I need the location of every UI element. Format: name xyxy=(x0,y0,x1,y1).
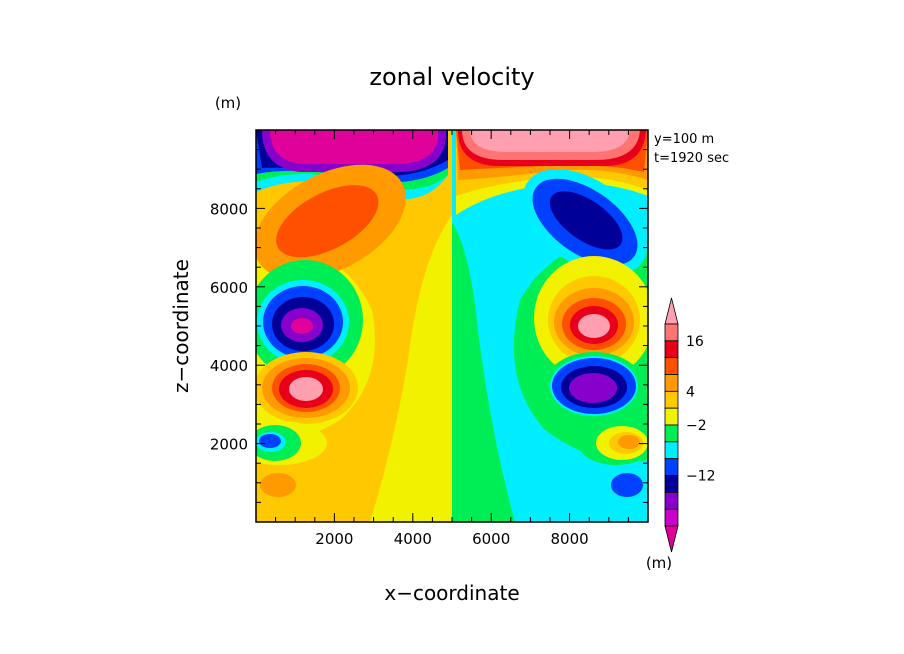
colorbar-top-triangle xyxy=(664,297,679,325)
colorbar-swatch xyxy=(664,441,679,460)
middle-right-cell xyxy=(534,256,648,380)
colorbar-swatch xyxy=(664,407,679,426)
chart-title: zonal velocity xyxy=(369,63,534,91)
colorbar-label: −12 xyxy=(686,469,716,485)
axis-ticks: 2000 4000 6000 8000 2000 4000 6000 8000 xyxy=(210,130,648,548)
colorbar-bottom-triangle xyxy=(664,525,679,553)
top-right-jet xyxy=(456,130,648,215)
left-center-band xyxy=(370,215,452,522)
lower-left-cell xyxy=(256,352,358,424)
y-tick-label: 4000 xyxy=(210,357,248,375)
colorbar: 16 4 −2 −12 xyxy=(664,297,716,553)
colorbar-swatch xyxy=(664,390,679,409)
colorbar-swatch xyxy=(664,508,679,527)
colorbar-swatch xyxy=(664,475,679,493)
x-tick-label: 8000 xyxy=(551,530,589,548)
y-tick-label: 2000 xyxy=(210,436,248,454)
colorbar-unit-label: (m) xyxy=(646,554,672,572)
bottom-left-orange-spot xyxy=(260,473,296,497)
y-unit-label: (m) xyxy=(215,94,241,112)
upper-right-cell xyxy=(522,169,648,275)
y-tick-label: 6000 xyxy=(210,279,248,297)
contour-field xyxy=(256,130,648,522)
middle-left-cell xyxy=(256,260,363,380)
y-axis-label: z−coordinate xyxy=(169,259,193,393)
colorbar-swatch xyxy=(664,340,679,359)
colorbar-swatch xyxy=(664,357,679,375)
colorbar-label: −2 xyxy=(686,418,707,434)
colorbar-swatch xyxy=(664,424,679,443)
right-center-band xyxy=(452,222,515,522)
upper-left-cell xyxy=(256,164,406,280)
lower-right-cell xyxy=(544,352,644,420)
colorbar-label: 4 xyxy=(686,384,695,400)
bottom-left-blue-cell xyxy=(256,421,327,465)
y-tick-label: 8000 xyxy=(210,200,248,218)
colorbar-swatch xyxy=(664,491,679,510)
x-axis-label: x−coordinate xyxy=(384,581,519,605)
colorbar-swatch xyxy=(664,323,679,342)
x-tick-label: 6000 xyxy=(472,530,510,548)
colorbar-swatch xyxy=(664,458,679,476)
info-time: t=1920 sec xyxy=(654,151,729,166)
x-tick-label: 4000 xyxy=(394,530,432,548)
info-y-position: y=100 m xyxy=(654,132,714,147)
x-tick-label: 2000 xyxy=(315,530,353,548)
colorbar-swatch xyxy=(664,374,679,392)
bottom-right-blue-spot xyxy=(611,473,643,497)
bottom-right-orange-cell xyxy=(578,421,648,465)
colorbar-label: 16 xyxy=(686,334,704,350)
